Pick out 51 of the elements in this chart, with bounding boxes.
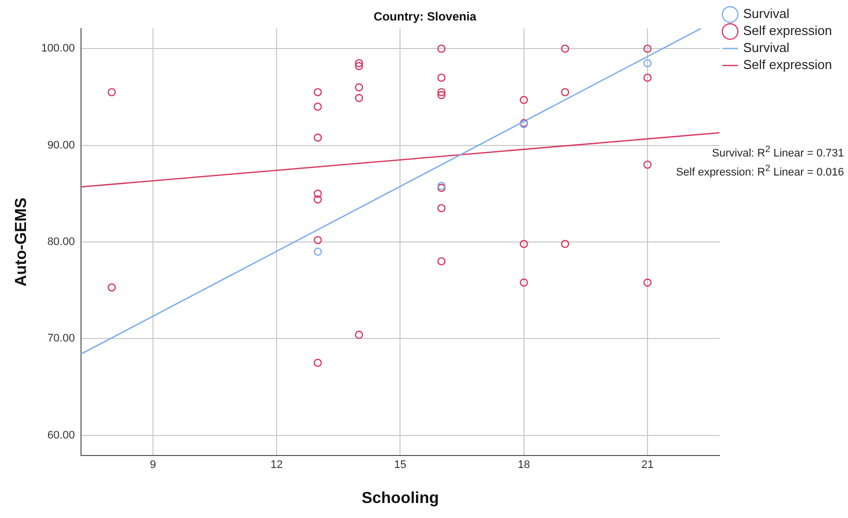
y-axis-title: Auto-GEMS	[13, 197, 30, 286]
point	[520, 278, 528, 287]
x-axis-title: Schooling	[362, 490, 439, 507]
x-tick-label: 9	[150, 459, 156, 472]
point	[437, 88, 446, 96]
point	[643, 59, 652, 68]
y-tick-label: 60.00	[47, 429, 75, 442]
annotation: Self expression: R$^{2}$ Linear = 0.016	[676, 162, 844, 180]
point	[314, 134, 322, 142]
point	[560, 240, 570, 248]
y-tick-label: 90.00	[47, 139, 75, 152]
point	[437, 257, 446, 266]
point	[108, 88, 116, 96]
point	[314, 88, 322, 96]
point	[314, 236, 322, 244]
point	[354, 62, 364, 70]
legend-label: Self expression	[743, 57, 832, 72]
x-tick-label: 12	[270, 459, 283, 472]
y-tick-label: 100.00	[41, 42, 75, 55]
point	[314, 358, 322, 367]
point	[354, 83, 364, 92]
legend-label: Self expression	[743, 23, 832, 38]
point	[560, 44, 570, 53]
chart-title: Country: Slovenia	[374, 10, 477, 24]
x-tick-label: 18	[518, 459, 530, 472]
point	[354, 94, 364, 102]
x-tick-label: 15	[394, 459, 406, 472]
point	[643, 160, 652, 169]
legend-label: Survival	[743, 40, 790, 56]
point	[354, 330, 364, 339]
annotation: Survival: R$^{2}$ Linear = 0.731	[711, 143, 844, 161]
point	[314, 248, 322, 256]
point	[437, 204, 446, 212]
x-tick-label: 21	[641, 459, 654, 472]
legend-label: Survival	[743, 6, 790, 22]
point	[437, 90, 446, 100]
point	[520, 240, 528, 248]
point	[643, 44, 652, 53]
y-tick-label: 70.00	[47, 332, 75, 345]
point	[643, 278, 652, 287]
point	[643, 74, 652, 82]
point	[314, 102, 322, 111]
point	[108, 283, 116, 292]
point	[354, 59, 364, 68]
point	[437, 44, 446, 53]
y-tick-label: 80.00	[47, 236, 75, 248]
point	[314, 195, 322, 204]
point	[520, 96, 528, 104]
point	[560, 88, 570, 96]
point	[437, 74, 446, 82]
point	[314, 190, 322, 198]
